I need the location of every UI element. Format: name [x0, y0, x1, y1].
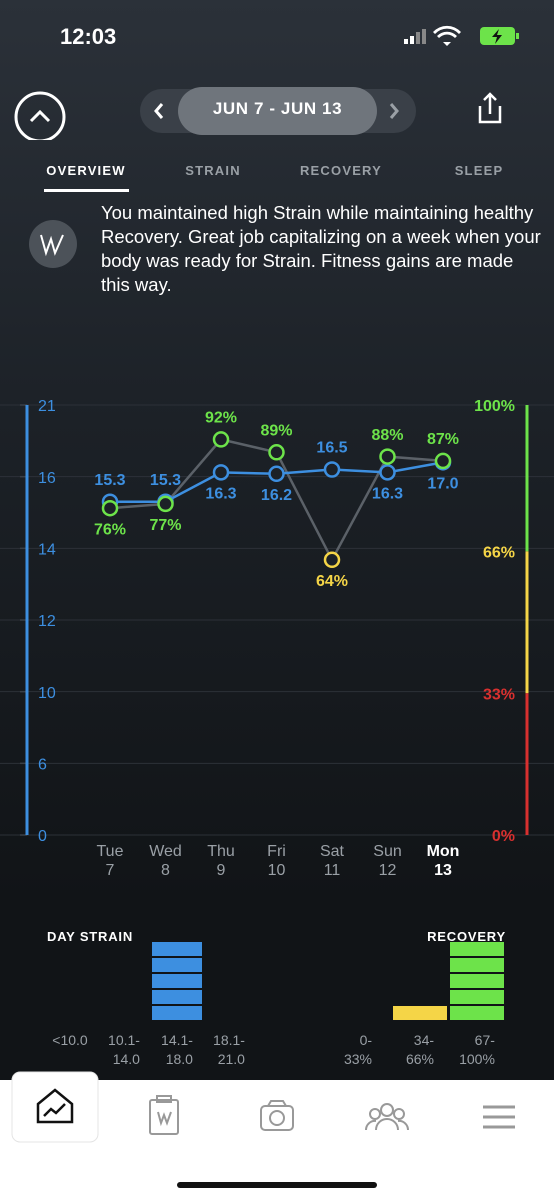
data-point — [212, 431, 230, 448]
data-label: 77% — [149, 517, 181, 534]
data-point — [268, 465, 285, 483]
x-tick-label: Fri — [267, 843, 286, 860]
data-label: 16.3 — [205, 486, 236, 503]
data-point — [379, 448, 396, 465]
x-tick-date: 11 — [324, 862, 341, 879]
whoop-icon — [29, 220, 77, 268]
x-tick-label: Wed — [149, 843, 182, 860]
home-tab[interactable] — [36, 1088, 74, 1124]
x-tick-label: Sat — [320, 843, 345, 860]
menu-tab[interactable] — [483, 1105, 515, 1129]
y-tick-label: 6 — [38, 757, 47, 774]
header — [14, 87, 502, 140]
tab[interactable]: OVERVIEW — [46, 163, 126, 178]
bar-block — [450, 958, 504, 972]
y2-tick-label: 0% — [492, 828, 515, 845]
data-label: 15.3 — [94, 472, 125, 489]
histogram-title: DAY STRAIN — [47, 929, 134, 944]
data-label: 64% — [316, 573, 348, 590]
share-button[interactable] — [478, 92, 502, 124]
data-label: 17.0 — [427, 476, 458, 493]
y2-tick-label: 100% — [474, 398, 515, 415]
bin-label: 67- 100% — [459, 1032, 495, 1067]
data-label: 76% — [94, 521, 126, 538]
x-tick-date: 13 — [434, 862, 452, 879]
x-tick-date: 8 — [161, 862, 170, 879]
bin-label: <10.0 — [52, 1032, 88, 1048]
data-point — [379, 464, 396, 481]
tab[interactable]: STRAIN — [185, 163, 241, 178]
bar-block — [450, 942, 504, 956]
y-tick-label: 14 — [38, 542, 56, 559]
data-label: 15.3 — [150, 472, 181, 489]
data-label: 87% — [427, 431, 459, 448]
data-label: 89% — [260, 423, 292, 440]
data-point — [157, 495, 174, 513]
bar-block — [152, 974, 202, 988]
tab[interactable]: SLEEP — [454, 163, 504, 178]
tab-underline — [44, 189, 129, 192]
bar-block — [450, 990, 504, 1004]
bar-block — [152, 1006, 202, 1020]
next-week[interactable] — [389, 103, 399, 119]
bar-block — [393, 1006, 447, 1020]
bin-label: 34- 66% — [405, 1032, 435, 1067]
date-range[interactable]: JUN 7 - JUN 13 — [212, 99, 343, 118]
y-tick-label: 10 — [38, 685, 56, 702]
x-tick-date: 12 — [379, 862, 397, 879]
bar-block — [450, 974, 504, 988]
data-point — [323, 461, 341, 478]
x-tick-label: Mon — [427, 843, 460, 860]
tab-bar-icons — [11, 1071, 515, 1188]
status-icons — [404, 25, 519, 46]
data-point — [434, 452, 452, 470]
prev-week[interactable] — [154, 103, 164, 119]
x-tick-label: Tue — [97, 843, 124, 860]
data-label: 16.3 — [372, 486, 403, 503]
chart: 0 6 10 12 14 16 21 0% 33% 66% 100% Tue 7 Wed 8 Thu 9 Fri 1… — [0, 398, 554, 1020]
data-label: 16.5 — [316, 440, 347, 457]
collapse-button[interactable] — [14, 91, 66, 140]
bar-block — [152, 958, 202, 972]
bar-block — [450, 1006, 504, 1020]
x-tick-date: 9 — [217, 862, 226, 879]
bin-label: 18.1- 21.0 — [213, 1032, 245, 1067]
data-point — [212, 464, 230, 481]
y-tick-label: 16 — [38, 470, 56, 487]
summary-message: You maintained high Strain while maintai… — [101, 202, 541, 295]
bar-block — [152, 990, 202, 1004]
x-tick-label: Sun — [373, 843, 401, 860]
camera-tab[interactable] — [260, 1100, 294, 1131]
y2-tick-label: 33% — [483, 686, 515, 703]
y-tick-label: 21 — [38, 398, 56, 415]
journal-tab[interactable] — [149, 1095, 179, 1135]
tab[interactable]: RECOVERY — [299, 163, 383, 178]
data-point — [323, 551, 341, 569]
x-tick-date: 7 — [106, 862, 115, 879]
y-tick-label: 12 — [38, 613, 56, 630]
status-time: 12:03 — [60, 24, 117, 49]
data-label: 16.2 — [261, 487, 292, 504]
data-point — [101, 499, 119, 517]
data-label: 88% — [371, 427, 403, 444]
y2-tick-label: 66% — [483, 544, 515, 561]
x-tick-date: 10 — [268, 862, 286, 879]
data-point — [268, 444, 285, 461]
x-tick-label: Thu — [207, 843, 235, 860]
bin-label: 14.1- 18.0 — [161, 1032, 193, 1067]
bin-label: 10.1- 14.0 — [108, 1032, 140, 1067]
histogram-title: RECOVERY — [427, 929, 506, 944]
bar-block — [152, 942, 202, 956]
y-tick-label: 0 — [38, 828, 47, 845]
community-tab[interactable] — [364, 1103, 410, 1131]
bin-label: 0- 33% — [343, 1032, 373, 1067]
data-label: 92% — [205, 410, 237, 427]
